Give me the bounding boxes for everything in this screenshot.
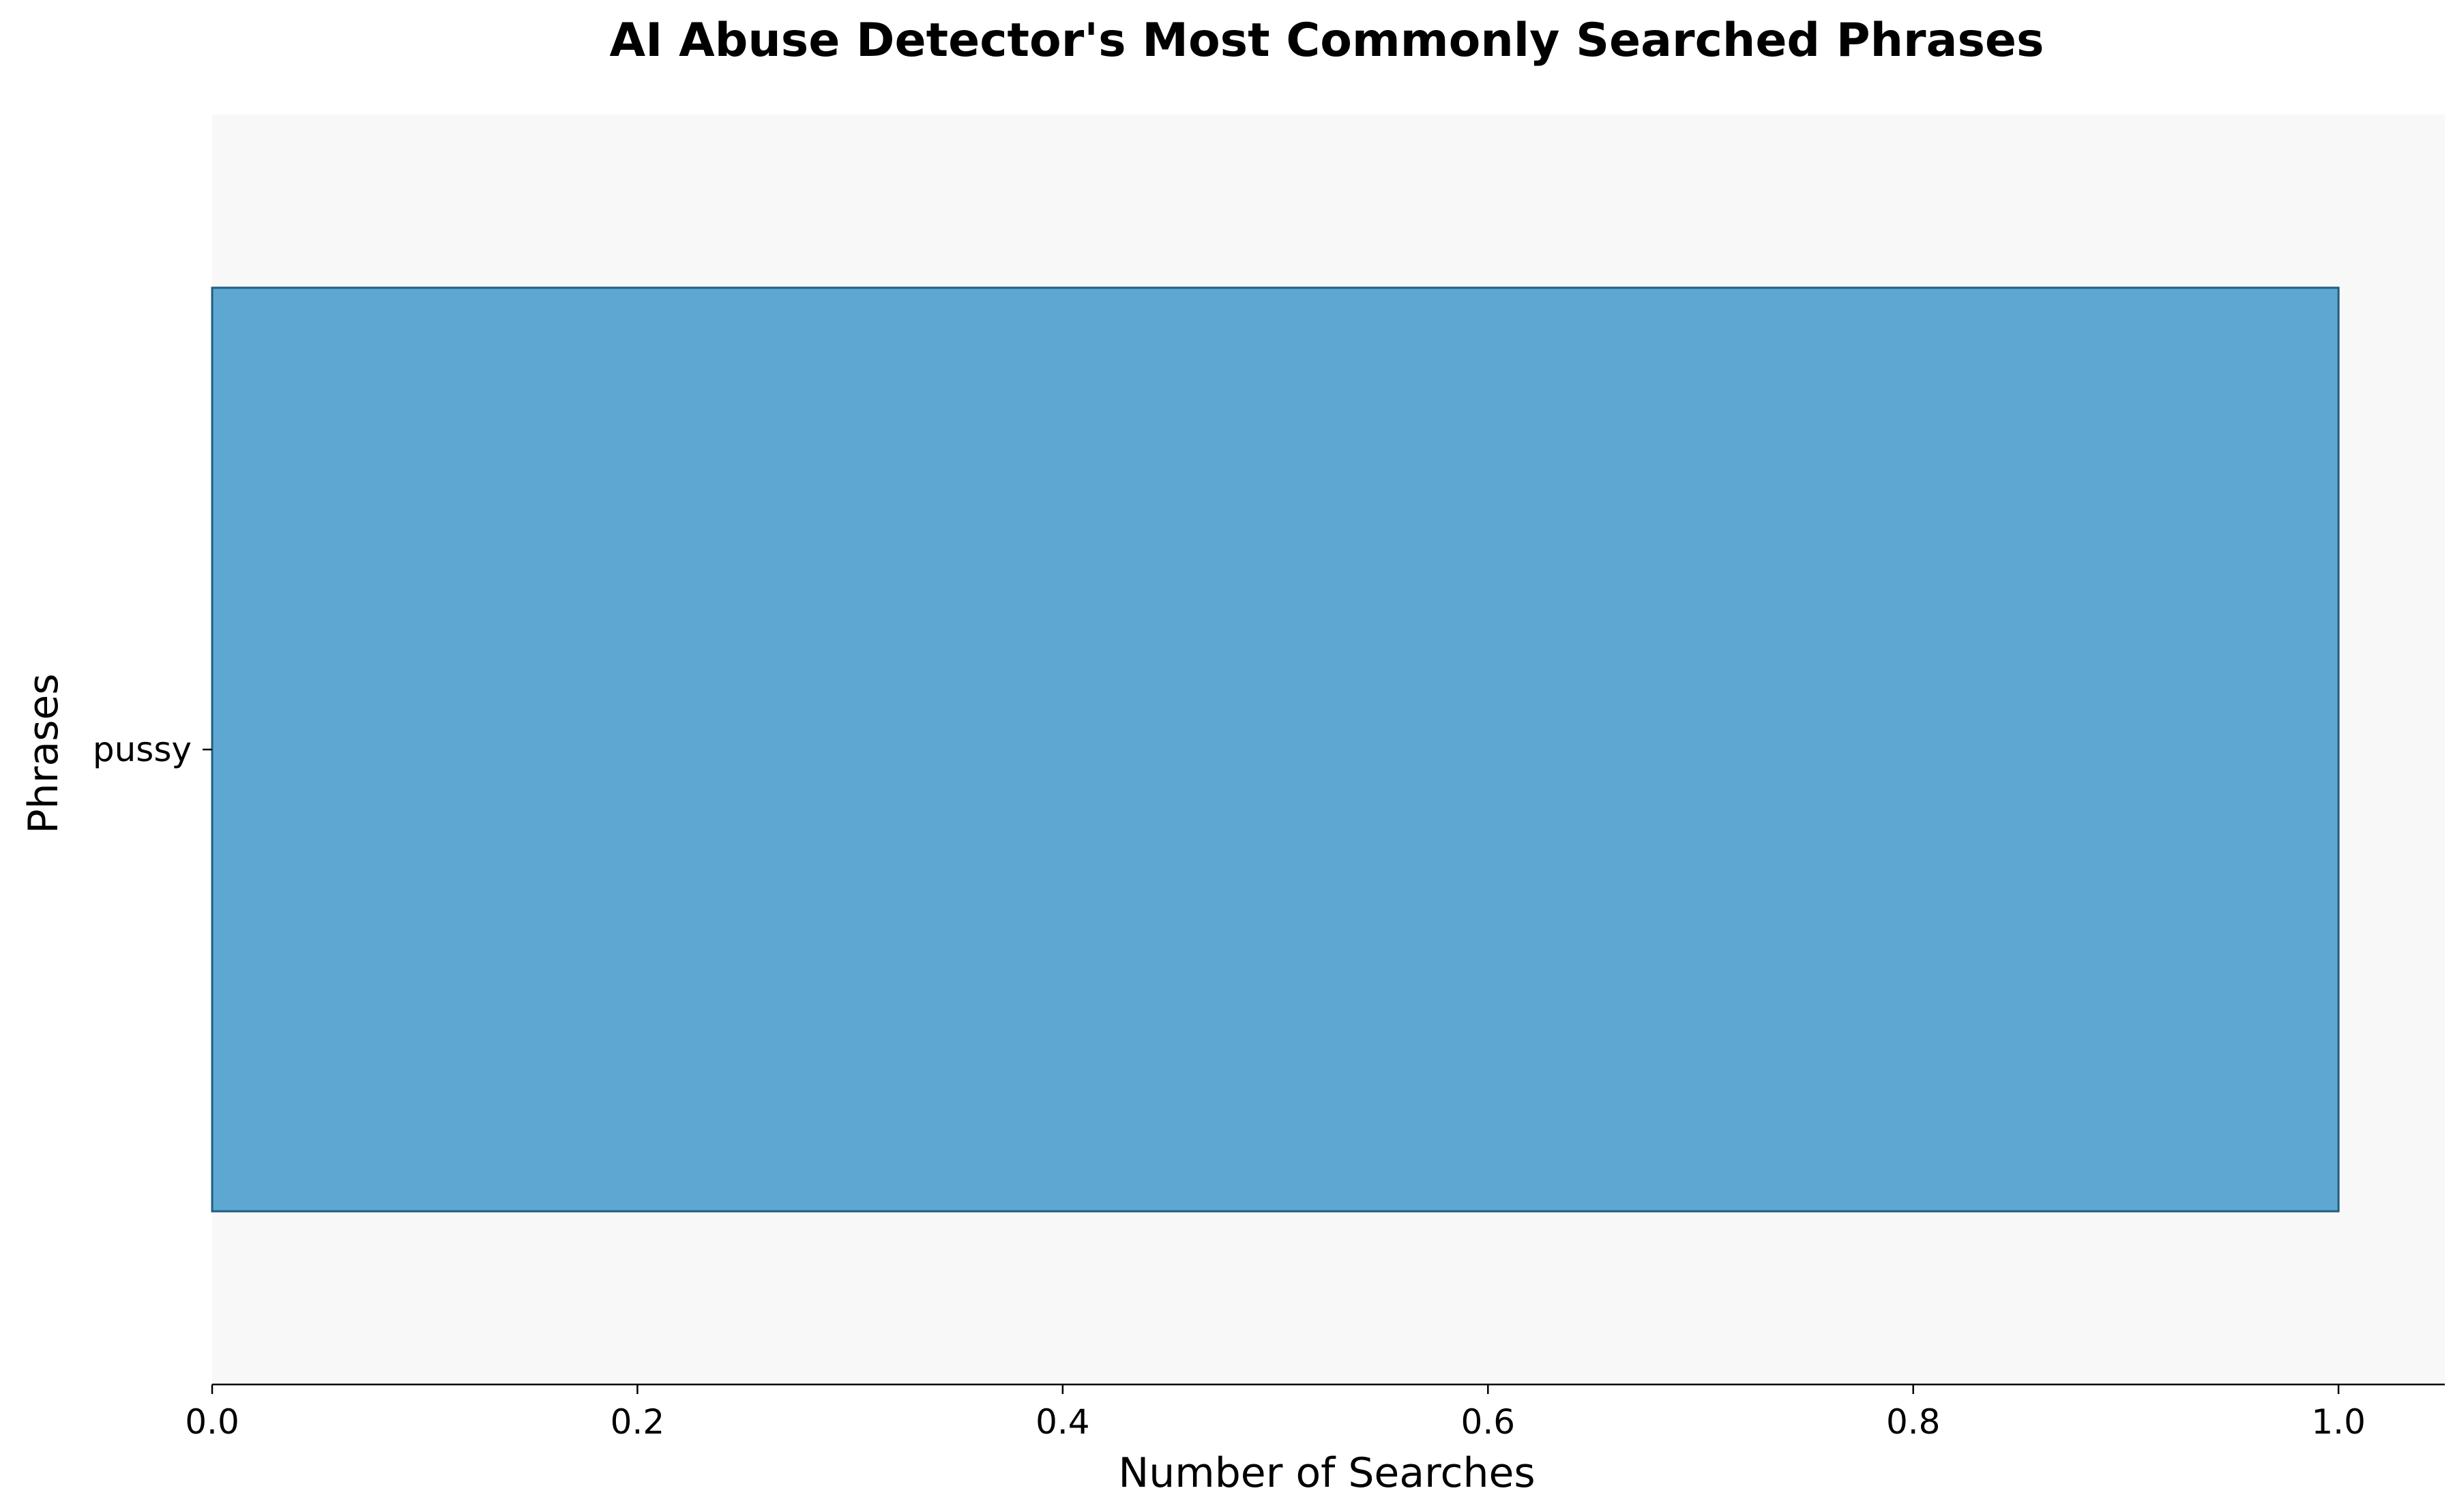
- x-tick-label: 0.0: [185, 1402, 239, 1442]
- chart-title: AI Abuse Detector's Most Commonly Search…: [609, 14, 2044, 68]
- x-tick-label: 0.8: [1886, 1402, 1941, 1442]
- x-tick-label: 0.6: [1461, 1402, 1516, 1442]
- x-tick-label: 1.0: [2311, 1402, 2366, 1442]
- x-ticks-group: 0.0 0.2 0.4 0.6 0.8 1.0: [185, 1384, 2366, 1442]
- bars-group: [211, 286, 2340, 1213]
- x-tick-label: 0.2: [611, 1402, 665, 1442]
- y-tick-label: pussy: [93, 730, 192, 769]
- x-axis-label: Number of Searches: [1118, 1449, 1535, 1497]
- y-axis-label: Phrases: [20, 673, 68, 833]
- y-ticks-group: pussy: [93, 730, 212, 769]
- x-tick-label: 0.4: [1035, 1402, 1090, 1442]
- bar-pussy: [211, 286, 2340, 1213]
